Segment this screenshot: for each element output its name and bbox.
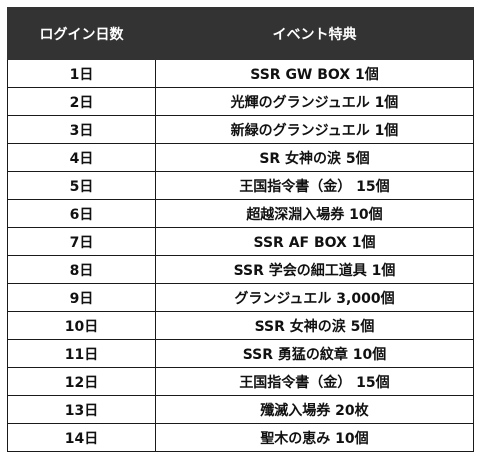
day-cell: 14日 [7,423,156,452]
day-cell: 1日 [7,59,156,88]
reward-cell: SR 女神の涙 5個 [155,143,474,172]
table-row: 10日 SSR 女神の涙 5個 [7,311,474,340]
reward-cell: 超越深淵入場券 10個 [155,199,474,228]
table-row: 9日 グランジュエル 3,000個 [7,283,474,312]
table-row: 3日 新緑のグランジュエル 1個 [7,115,474,144]
reward-cell: 殲滅入場券 20枚 [155,395,474,424]
login-bonus-table-container: ログイン日数 イベント特典 1日 SSR GW BOX 1個 2日 光輝のグラン… [7,7,474,452]
table-row: 7日 SSR AF BOX 1個 [7,227,474,256]
table-row: 13日 殲滅入場券 20枚 [7,395,474,424]
reward-cell: 聖木の恵み 10個 [155,423,474,452]
reward-cell: SSR AF BOX 1個 [155,227,474,256]
reward-cell: 新緑のグランジュエル 1個 [155,115,474,144]
table-row: 2日 光輝のグランジュエル 1個 [7,87,474,116]
day-cell: 9日 [7,283,156,312]
reward-cell: SSR 勇猛の紋章 10個 [155,339,474,368]
table-row: 14日 聖木の恵み 10個 [7,423,474,452]
reward-cell: 王国指令書（金） 15個 [155,171,474,200]
reward-cell: 王国指令書（金） 15個 [155,367,474,396]
day-cell: 3日 [7,115,156,144]
table-header-row: ログイン日数 イベント特典 [7,7,474,60]
column-header-event-reward: イベント特典 [155,7,474,60]
day-cell: 5日 [7,171,156,200]
column-header-login-days: ログイン日数 [7,7,156,60]
reward-cell: 光輝のグランジュエル 1個 [155,87,474,116]
table-row: 11日 SSR 勇猛の紋章 10個 [7,339,474,368]
table-row: 12日 王国指令書（金） 15個 [7,367,474,396]
table-row: 8日 SSR 学会の細工道具 1個 [7,255,474,284]
table-row: 6日 超越深淵入場券 10個 [7,199,474,228]
day-cell: 2日 [7,87,156,116]
day-cell: 7日 [7,227,156,256]
day-cell: 4日 [7,143,156,172]
login-bonus-table: ログイン日数 イベント特典 1日 SSR GW BOX 1個 2日 光輝のグラン… [7,7,474,452]
reward-cell: SSR GW BOX 1個 [155,59,474,88]
reward-cell: SSR 学会の細工道具 1個 [155,255,474,284]
reward-cell: グランジュエル 3,000個 [155,283,474,312]
day-cell: 13日 [7,395,156,424]
day-cell: 8日 [7,255,156,284]
table-row: 4日 SR 女神の涙 5個 [7,143,474,172]
day-cell: 12日 [7,367,156,396]
day-cell: 6日 [7,199,156,228]
day-cell: 10日 [7,311,156,340]
table-row: 5日 王国指令書（金） 15個 [7,171,474,200]
day-cell: 11日 [7,339,156,368]
table-row: 1日 SSR GW BOX 1個 [7,59,474,88]
reward-cell: SSR 女神の涙 5個 [155,311,474,340]
